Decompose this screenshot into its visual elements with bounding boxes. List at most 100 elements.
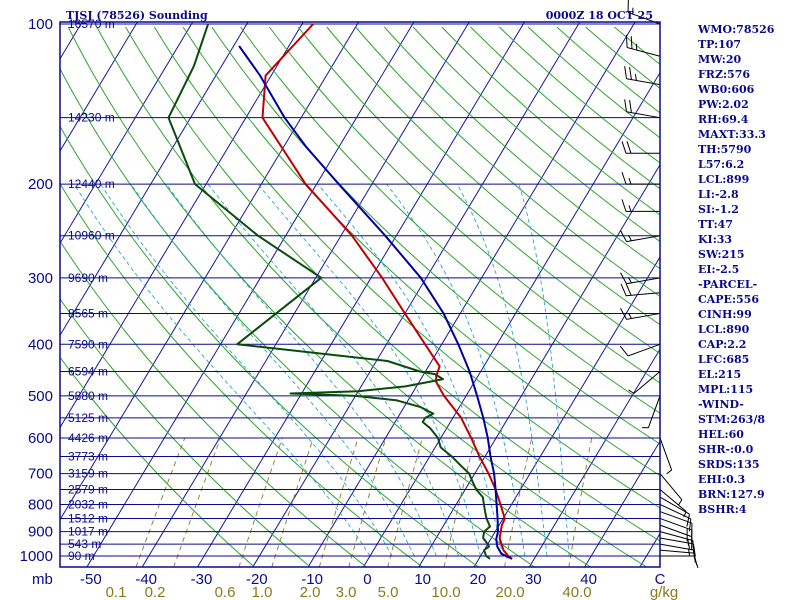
mixing-ratio-label: 20.0 — [495, 584, 524, 600]
index-item: BRN:127.9 — [698, 488, 765, 501]
dry-adiabat — [499, 26, 660, 164]
dry-adiabat — [67, 26, 591, 567]
mixing-ratio-line — [568, 437, 593, 567]
temperature-tick-label: -10 — [301, 571, 323, 588]
isotherm — [528, 348, 660, 567]
isotherm — [60, 22, 249, 337]
height-label: 3773 m — [68, 449, 108, 463]
isotherm — [362, 71, 660, 567]
wind-barb-flag — [625, 34, 628, 48]
isotherm — [584, 440, 660, 567]
dry-adiabat — [211, 26, 660, 445]
moist-adiabat — [100, 183, 393, 557]
wind-barb — [621, 171, 660, 185]
mixing-ratio-line — [318, 437, 359, 567]
index-item: BSHR:4 — [698, 503, 747, 516]
height-label: 12440 m — [68, 177, 115, 191]
sounding-traces — [167, 23, 513, 560]
index-item: LCL:890 — [698, 323, 750, 336]
height-label: 90 m — [68, 549, 95, 563]
wind-barb — [624, 99, 661, 119]
wind-barb — [625, 34, 661, 57]
dry-adiabat — [60, 240, 367, 567]
dry-adiabat — [412, 26, 660, 243]
wind-barb — [620, 230, 661, 243]
mixing-ratio-line — [173, 437, 221, 567]
temperature-tick-label: 40 — [580, 571, 597, 588]
index-item: LCL:899 — [698, 173, 750, 186]
wind-barb-staff — [659, 549, 694, 554]
pressure-tick-label: 700 — [28, 466, 53, 483]
mixing-ratio-label: 0.2 — [145, 584, 166, 600]
wind-barb-half-flag — [628, 389, 635, 394]
wind-barbs — [619, 0, 699, 569]
wind-barb-flag — [692, 540, 695, 554]
index-item: WMO:78526 — [698, 23, 775, 36]
index-item: PW:2.02 — [698, 98, 749, 111]
dry-adiabat — [240, 26, 660, 414]
wind-barb-staff — [659, 524, 693, 538]
wind-barb-flag — [620, 230, 627, 242]
wind-barb-flag — [629, 100, 632, 113]
index-item: EL:215 — [698, 368, 742, 381]
wind-barb — [659, 489, 687, 518]
dry-adiabat — [182, 26, 660, 477]
wind-barb — [621, 199, 660, 212]
dry-adiabat — [125, 26, 660, 542]
isotherm — [60, 22, 360, 521]
dry-adiabat — [60, 356, 255, 567]
pressure-tick-label: 900 — [28, 524, 53, 541]
wind-barb — [659, 503, 692, 532]
wind-barb-flag — [620, 283, 627, 296]
index-item: MPL:115 — [698, 383, 754, 396]
wind-barb-staff — [633, 371, 661, 394]
index-item: LI:-2.8 — [698, 188, 739, 201]
temperature-trace — [261, 23, 513, 560]
index-item: EI:-2.5 — [698, 263, 740, 276]
pressure-tick-label: 800 — [28, 496, 53, 513]
dry-adiabat — [153, 26, 660, 509]
index-item: RH:69.4 — [698, 113, 749, 126]
wind-barb-flag — [621, 171, 627, 185]
wind-barb — [624, 66, 661, 86]
index-item: MW:20 — [698, 53, 742, 66]
pressure-tick-label: 400 — [28, 336, 53, 353]
dry-adiabat — [96, 26, 647, 567]
mixing-ratio-line — [271, 437, 314, 567]
mixing-ratio-label: 5.0 — [378, 584, 399, 600]
index-item: SI:-1.2 — [698, 203, 739, 216]
index-item: HEL:60 — [698, 428, 744, 441]
wind-barb — [620, 283, 661, 297]
index-item: WB0:606 — [698, 83, 755, 96]
mixing-ratio-label: 10.0 — [431, 584, 460, 600]
temperature-tick-label: 30 — [525, 571, 542, 588]
wind-barb-flag — [625, 283, 632, 296]
index-item: CAPE:556 — [698, 293, 759, 306]
isotherm — [60, 22, 304, 429]
height-label: 4426 m — [68, 431, 108, 445]
wind-barb-half-flag — [634, 74, 637, 81]
mixing-ratio-line — [504, 437, 533, 567]
moist-adiabat — [130, 183, 415, 557]
wind-barb-staff — [659, 517, 693, 531]
wind-barb — [659, 511, 693, 536]
plot-frame — [59, 21, 661, 568]
dry-adiabat — [326, 26, 660, 326]
height-label: 14230 m — [68, 111, 115, 125]
isotherm — [197, 22, 525, 567]
wind-barb-flag — [686, 514, 690, 527]
wind-barb — [628, 371, 661, 394]
mixing-ratio-line — [238, 437, 283, 567]
mixing-ratio-label: g/kg — [650, 584, 678, 600]
wind-barb-staff — [659, 503, 692, 520]
index-item: L57:6.2 — [698, 158, 745, 171]
wind-barb-staff — [627, 343, 661, 357]
height-label: 5880 m — [68, 389, 108, 403]
index-item: TP:107 — [698, 38, 742, 51]
mixing-ratio-label: 3.0 — [336, 584, 357, 600]
wind-barb-staff — [647, 395, 661, 428]
wind-barb-staff — [659, 437, 673, 471]
isotherm — [86, 22, 415, 567]
height-label: 16570 m — [68, 17, 115, 31]
